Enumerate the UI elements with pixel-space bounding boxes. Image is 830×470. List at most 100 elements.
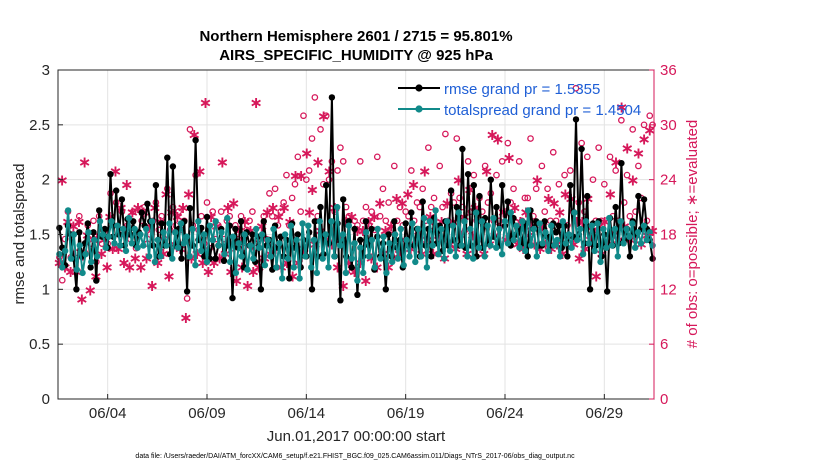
obs-possible-marker: [481, 162, 489, 170]
y-tick-label: 1.5: [29, 227, 50, 244]
obs-possible-marker: [390, 162, 398, 170]
chart-title: Northern Hemisphere 2601 / 2715 = 95.801…: [199, 28, 512, 45]
totalspread-point: [67, 255, 75, 262]
y-right-tick-label: 0: [660, 391, 668, 408]
obs-evaluated-marker: ∗: [179, 308, 192, 327]
totalspread-point: [649, 242, 656, 249]
obs-possible-marker: [249, 208, 256, 216]
obs-possible-marker: [339, 158, 347, 165]
y-right-tick-label: 36: [660, 62, 677, 79]
totalspread-point: [270, 225, 277, 233]
totalspread-point: [417, 253, 425, 260]
totalspread-point: [643, 236, 650, 244]
totalspread-point: [319, 255, 326, 262]
rmse-point: [249, 231, 256, 238]
totalspread-point: [114, 222, 121, 229]
rmse-point: [586, 286, 594, 293]
totalspread-point: [302, 253, 309, 260]
totalspread-point: [308, 264, 315, 271]
rmse-point: [612, 203, 619, 211]
totalspread-point: [348, 255, 355, 262]
totalspread-point: [134, 244, 141, 251]
obs-possible-marker: [407, 167, 415, 174]
totalspread-point: [380, 233, 387, 240]
totalspread-point: [151, 258, 159, 266]
totalspread-point: [458, 242, 465, 249]
totalspread-point: [108, 218, 115, 225]
rmse-point: [183, 288, 191, 295]
obs-possible-marker: [430, 194, 438, 202]
totalspread-point: [276, 240, 283, 247]
totalspread-point: [345, 222, 352, 229]
obs-possible-marker: [75, 212, 83, 220]
obs-evaluated-marker: ∗: [306, 180, 319, 199]
obs-evaluated-marker: ∗: [480, 162, 493, 181]
totalspread-point: [91, 236, 98, 244]
rmse-point: [76, 229, 83, 236]
rmse-point: [87, 264, 94, 271]
rmse-point: [453, 203, 460, 211]
totalspread-point: [432, 207, 439, 214]
obs-evaluated-marker: ∗: [272, 207, 285, 226]
obs-possible-marker: [169, 203, 177, 211]
rmse-point: [260, 218, 267, 225]
totalspread-point: [186, 253, 193, 260]
obs-evaluated-marker: ∗: [615, 98, 628, 117]
obs-possible-marker: [266, 190, 273, 197]
totalspread-point: [88, 258, 95, 266]
totalspread-point: [548, 222, 555, 229]
rmse-point: [464, 171, 472, 178]
totalspread-point: [579, 251, 587, 258]
totalspread-point: [507, 209, 514, 216]
totalspread-point: [429, 242, 436, 249]
totalspread-point: [634, 229, 642, 236]
rmse-point: [152, 182, 160, 189]
obs-evaluated-marker: ∗: [542, 189, 555, 208]
totalspread-point: [85, 229, 92, 236]
totalspread-point: [519, 218, 526, 225]
totalspread-point: [166, 220, 173, 227]
obs-evaluated-marker: ∗: [227, 194, 240, 213]
obs-evaluated-marker: ∗: [75, 289, 88, 308]
rmse-point: [311, 218, 318, 225]
totalspread-point: [342, 269, 350, 277]
obs-possible-marker: [294, 153, 302, 161]
totalspread-point: [64, 207, 72, 214]
totalspread-point: [331, 253, 338, 260]
x-tick-label: 06/09: [188, 405, 226, 422]
obs-possible-marker: [439, 203, 446, 211]
totalspread-point: [192, 262, 199, 269]
rmse-point: [56, 224, 63, 232]
totalspread-point: [464, 253, 471, 260]
totalspread-point: [351, 240, 358, 247]
rmse-point: [113, 187, 120, 194]
obs-evaluated-marker: ∗: [216, 152, 229, 171]
totalspread-point: [409, 220, 416, 227]
obs-possible-marker: [337, 144, 344, 152]
obs-evaluated-marker: ∗: [176, 198, 189, 217]
obs-evaluated-marker: ∗: [247, 262, 260, 281]
x-tick-label: 06/19: [387, 405, 425, 422]
rmse-point: [257, 286, 265, 293]
rmse-point: [555, 222, 563, 229]
totalspread-point: [426, 218, 433, 225]
obs-possible-marker: [376, 212, 384, 220]
totalspread-point: [501, 218, 509, 225]
totalspread-point: [122, 247, 130, 255]
totalspread-point: [646, 229, 653, 236]
rmse-point: [391, 218, 398, 225]
rmse-point: [237, 218, 245, 225]
obs-possible-marker: [620, 199, 628, 206]
obs-evaluated-marker: ∗: [100, 257, 113, 276]
obs-evaluated-marker: ∗: [129, 248, 142, 267]
obs-possible-marker: [311, 94, 319, 101]
totalspread-point: [299, 220, 306, 227]
totalspread-point: [290, 264, 297, 271]
totalspread-point: [169, 255, 176, 262]
obs-evaluated-marker: ∗: [368, 207, 381, 226]
totalspread-point: [244, 266, 251, 273]
obs-possible-marker: [334, 167, 341, 174]
obs-evaluated-marker: ∗: [261, 203, 274, 222]
totalspread-point: [423, 264, 431, 271]
obs-possible-marker: [635, 162, 642, 170]
